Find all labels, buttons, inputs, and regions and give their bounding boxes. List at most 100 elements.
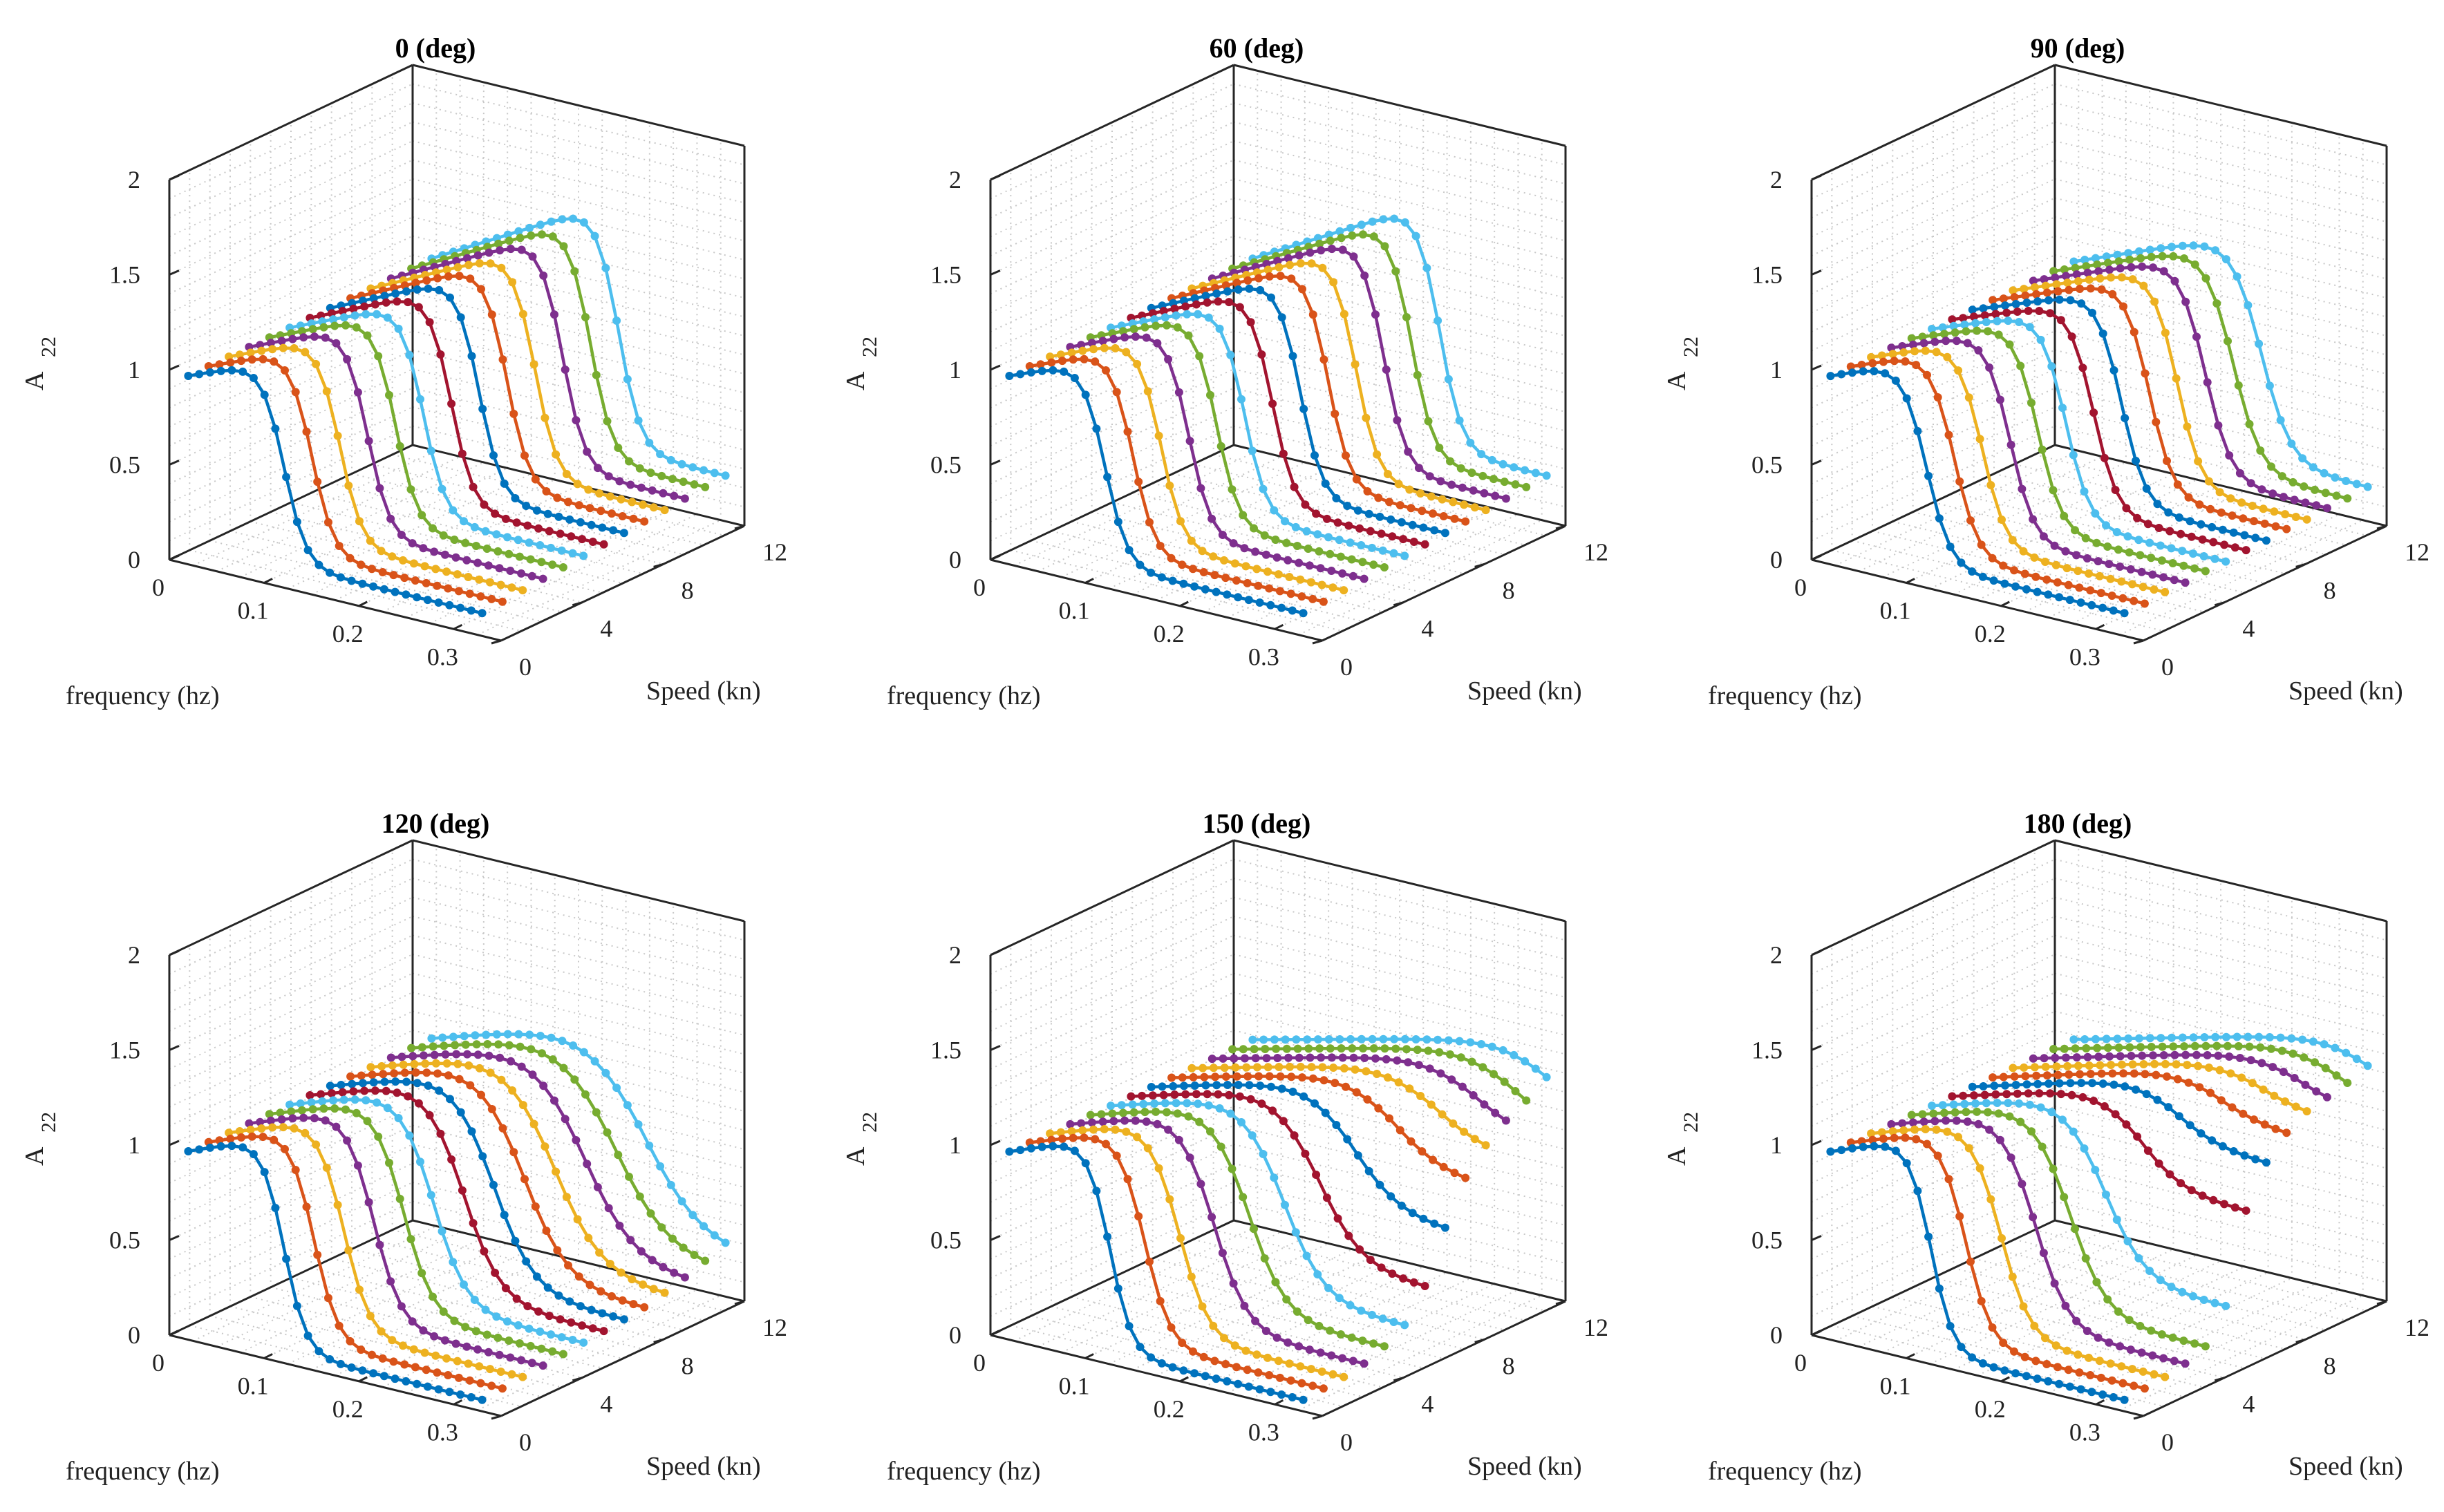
grid-line <box>2119 519 2364 636</box>
series-point <box>484 1348 493 1357</box>
series-point <box>473 1345 482 1354</box>
series-point <box>2040 1054 2049 1063</box>
z-tick <box>169 364 180 371</box>
series-point <box>326 568 335 577</box>
series-point <box>1480 1100 1489 1109</box>
series-point <box>2060 1193 2069 1202</box>
y-tick-label: 8 <box>1503 576 1515 604</box>
series-11 <box>407 1040 710 1265</box>
series-point <box>2153 500 2162 509</box>
series-point <box>184 372 193 380</box>
series-point <box>1259 1150 1268 1158</box>
series-point <box>260 1168 269 1177</box>
series-point <box>2001 301 2009 310</box>
series-point <box>303 1331 312 1340</box>
series-point <box>1113 518 1122 527</box>
series-point <box>462 1342 471 1351</box>
series-point <box>1296 575 1305 584</box>
series-point <box>2309 1037 2318 1046</box>
series-point <box>444 1371 453 1379</box>
series-point <box>2122 504 2131 513</box>
series-point <box>645 438 654 447</box>
series-point <box>383 313 392 322</box>
series-point <box>1342 1082 1350 1091</box>
series-point <box>276 1108 285 1117</box>
series-point <box>2077 1079 2086 1088</box>
series-point <box>2096 1373 2105 1382</box>
series-point <box>2011 300 2020 308</box>
series-point <box>444 584 453 593</box>
series-point <box>1315 547 1324 556</box>
series-4 <box>1086 321 1389 571</box>
series-point <box>2170 1357 2179 1365</box>
series-point <box>1221 574 1230 583</box>
series-point <box>2311 485 2319 494</box>
series-point <box>552 1167 561 1176</box>
series-point <box>1329 278 1338 287</box>
series-point <box>308 325 317 334</box>
series-point <box>1438 495 1447 504</box>
series-point <box>595 489 604 498</box>
series-point <box>1478 1063 1487 1072</box>
series-point <box>1098 337 1107 346</box>
series-point <box>361 310 370 319</box>
series-9 <box>366 1059 669 1297</box>
series-point <box>2224 1041 2232 1050</box>
z-axis-label: A22 <box>841 1112 881 1166</box>
series-point <box>1955 477 1964 486</box>
series-point <box>1470 503 1479 512</box>
series-point <box>2094 557 2103 566</box>
series-line <box>1070 1119 1365 1365</box>
series-point <box>2250 517 2258 526</box>
series-point <box>307 1098 316 1107</box>
series-point <box>1305 1345 1314 1354</box>
series-point <box>1919 339 1928 348</box>
series-point <box>377 547 386 556</box>
x-tick-label: 0.1 <box>1059 596 1090 624</box>
series-point <box>1985 363 1994 372</box>
grid-line <box>1859 455 2103 572</box>
series-point <box>1375 1180 1384 1189</box>
y-axis-label: Speed (kn) <box>646 677 761 706</box>
series-point <box>1988 1323 1997 1332</box>
series-point <box>349 304 358 313</box>
series-point <box>1288 606 1297 615</box>
series-point <box>2095 1357 2104 1365</box>
axis-edge <box>500 525 745 642</box>
z-tick-label: 0 <box>949 546 961 574</box>
series-point <box>1989 1073 1998 1082</box>
series-point <box>2123 1237 2132 1246</box>
series-point <box>2159 1354 2168 1363</box>
series-point <box>1145 1257 1154 1266</box>
series-point <box>2029 515 2038 524</box>
z-tick <box>1811 364 1822 371</box>
y-axis-label: Speed (kn) <box>2288 1452 2403 1481</box>
series-point <box>498 355 507 364</box>
grid-line <box>1233 1200 1566 1283</box>
series-point <box>451 1339 460 1348</box>
series-point <box>1429 1155 1437 1164</box>
series-point <box>505 236 514 245</box>
grid-line <box>1298 519 1543 636</box>
series-point <box>380 1077 389 1086</box>
series-point <box>1340 586 1348 595</box>
series-point <box>348 1079 357 1088</box>
series-point <box>2215 1066 2224 1075</box>
grid-line <box>990 83 1234 200</box>
series-point <box>2183 422 2192 431</box>
series-point <box>1167 554 1176 563</box>
series-point <box>1333 518 1342 527</box>
series-point <box>1103 473 1112 482</box>
grid-line <box>169 858 413 975</box>
series-point <box>1091 357 1100 366</box>
series-point <box>271 424 280 433</box>
series-point <box>237 1133 245 1142</box>
series-point <box>657 1223 666 1232</box>
z-axis-label: A22 <box>841 337 881 390</box>
series-point <box>615 477 624 486</box>
grid-line <box>990 140 1234 256</box>
series-point <box>2190 1041 2199 1050</box>
series-point <box>346 1072 355 1081</box>
series-point <box>2111 486 2120 494</box>
